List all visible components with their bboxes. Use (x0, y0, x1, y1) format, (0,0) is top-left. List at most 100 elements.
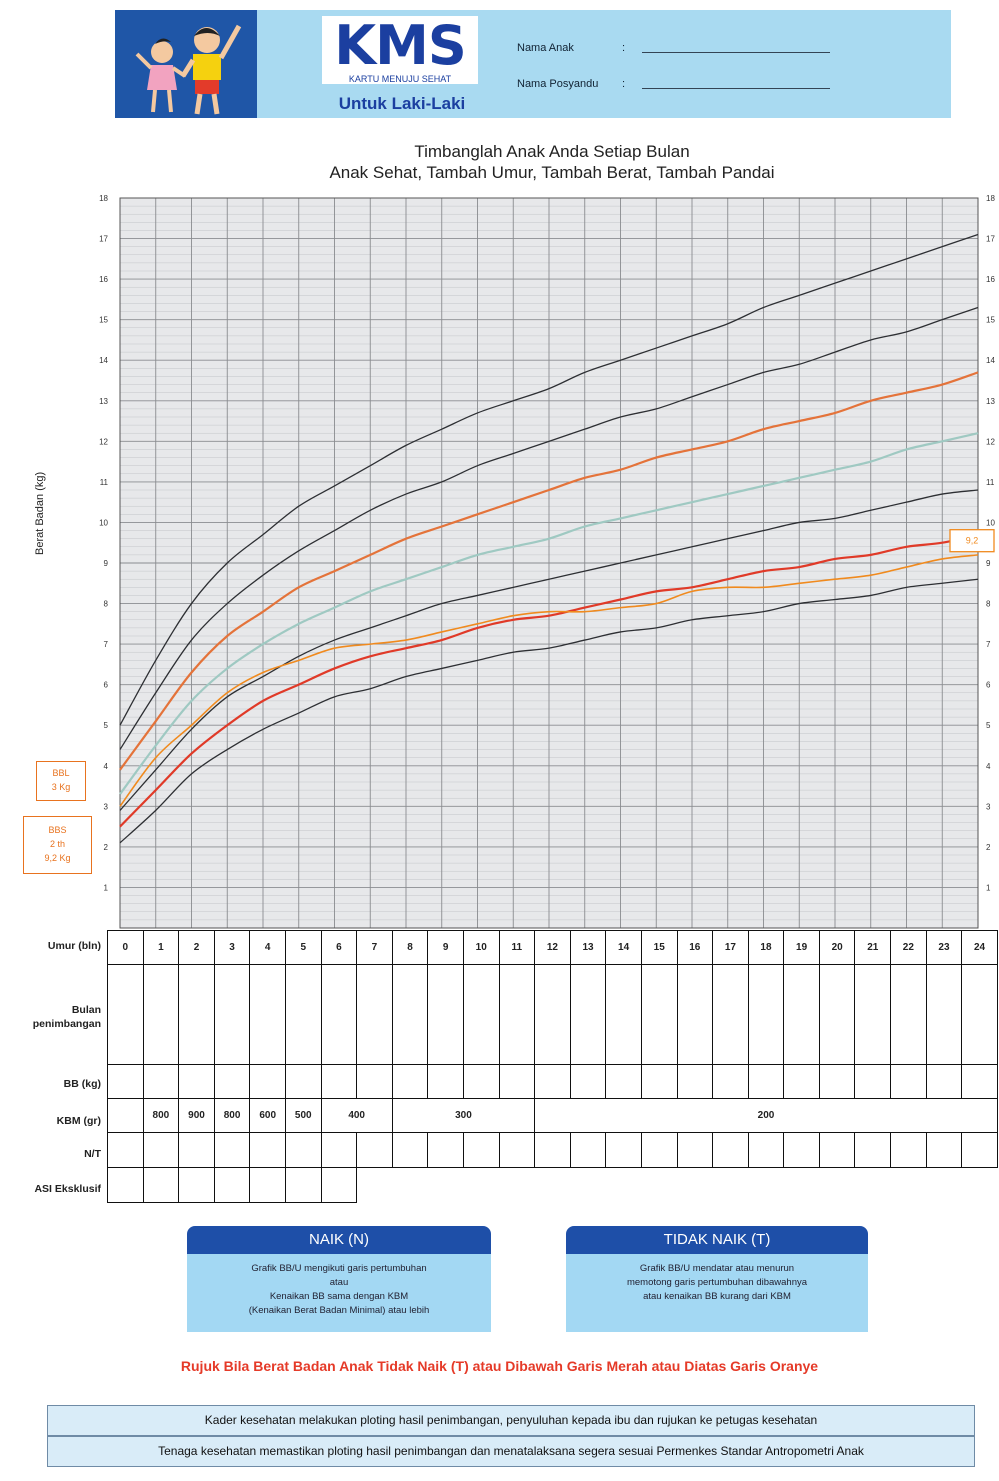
nama-anak-field[interactable]: Nama Anak : (517, 42, 830, 54)
nt-cell[interactable] (640, 1132, 678, 1168)
nt-cell[interactable] (178, 1132, 215, 1168)
bulan-cell[interactable] (854, 964, 892, 1065)
bulan-cell[interactable] (320, 964, 358, 1065)
nt-cell[interactable] (712, 1132, 749, 1168)
asi-cell[interactable] (249, 1167, 286, 1203)
month-cell: 7 (356, 930, 393, 965)
bb-cell[interactable] (142, 1064, 180, 1099)
bulan-cell[interactable] (605, 964, 642, 1065)
nt-cell[interactable] (462, 1132, 500, 1168)
bb-cell[interactable] (925, 1064, 963, 1099)
kms-logo-text: KMS (322, 16, 478, 78)
nt-cell[interactable] (961, 1132, 998, 1168)
naik-text-2: atau (329, 1277, 349, 1288)
bulan-cell[interactable] (818, 964, 856, 1065)
nt-cell[interactable] (498, 1132, 536, 1168)
bulan-cell[interactable] (676, 964, 714, 1065)
month-cell: 6 (320, 930, 358, 965)
bb-cell[interactable] (284, 1064, 322, 1099)
nt-cell[interactable] (854, 1132, 892, 1168)
asi-cell[interactable] (107, 1167, 144, 1203)
nt-cell[interactable] (427, 1132, 464, 1168)
asi-cell[interactable] (178, 1167, 215, 1203)
bulan-cell[interactable] (783, 964, 820, 1065)
nt-cell[interactable] (569, 1132, 607, 1168)
bulan-cell[interactable] (391, 964, 429, 1065)
growth-curve-line-plus3 (119, 233, 979, 726)
bulan-cell[interactable] (747, 964, 785, 1065)
bulan-cell[interactable] (462, 964, 500, 1065)
bb-cell[interactable] (498, 1064, 536, 1099)
bulan-cell[interactable] (640, 964, 678, 1065)
bulan-cell[interactable] (213, 964, 251, 1065)
bulan-cell[interactable] (925, 964, 963, 1065)
nt-cell[interactable] (107, 1132, 144, 1168)
bb-cell[interactable] (854, 1064, 892, 1099)
y-tick-label-right: 13 (986, 397, 995, 406)
bb-cell[interactable] (427, 1064, 464, 1099)
nt-cell[interactable] (534, 1132, 571, 1168)
bb-cell[interactable] (178, 1064, 215, 1099)
asi-cell[interactable] (142, 1167, 180, 1203)
bb-cell[interactable] (676, 1064, 714, 1099)
nt-cell[interactable] (890, 1132, 927, 1168)
bb-cell[interactable] (783, 1064, 820, 1099)
nt-cell[interactable] (783, 1132, 820, 1168)
bb-cell[interactable] (320, 1064, 358, 1099)
nt-cell[interactable] (676, 1132, 714, 1168)
tidak-naik-title: TIDAK NAIK (T) (566, 1226, 868, 1254)
nt-cell[interactable] (142, 1132, 180, 1168)
bb-cell[interactable] (462, 1064, 500, 1099)
bb-cell[interactable] (640, 1064, 678, 1099)
y-tick-label-left: 18 (99, 194, 108, 203)
bb-cell[interactable] (605, 1064, 642, 1099)
nt-cell[interactable] (356, 1132, 393, 1168)
bb-cell[interactable] (818, 1064, 856, 1099)
nt-cell[interactable] (818, 1132, 856, 1168)
bb-cell[interactable] (712, 1064, 749, 1099)
asi-cell[interactable] (320, 1167, 358, 1203)
nama-anak-line[interactable] (642, 52, 830, 53)
bb-cell[interactable] (356, 1064, 393, 1099)
bb-cell[interactable] (213, 1064, 251, 1099)
nt-cell[interactable] (391, 1132, 429, 1168)
nama-posyandu-line[interactable] (642, 88, 830, 89)
asi-cell[interactable] (284, 1167, 322, 1203)
bulan-cell[interactable] (712, 964, 749, 1065)
bulan-cell[interactable] (534, 964, 571, 1065)
nt-cell[interactable] (605, 1132, 642, 1168)
bb-row (107, 1064, 998, 1099)
bulan-cell[interactable] (178, 964, 215, 1065)
asi-row (107, 1167, 998, 1203)
asi-cell[interactable] (213, 1167, 251, 1203)
nt-cell[interactable] (747, 1132, 785, 1168)
bulan-cell[interactable] (284, 964, 322, 1065)
nama-posyandu-field[interactable]: Nama Posyandu : (517, 78, 830, 90)
bb-cell[interactable] (249, 1064, 286, 1099)
bb-cell[interactable] (391, 1064, 429, 1099)
bulan-cell[interactable] (890, 964, 927, 1065)
nt-cell[interactable] (925, 1132, 963, 1168)
bulan-cell[interactable] (142, 964, 180, 1065)
bulan-cell[interactable] (498, 964, 536, 1065)
bulan-cell[interactable] (569, 964, 607, 1065)
bulan-cell[interactable] (107, 964, 144, 1065)
bb-cell[interactable] (107, 1064, 144, 1099)
nt-cell[interactable] (213, 1132, 251, 1168)
bulan-cell[interactable] (249, 964, 286, 1065)
bbs-weight: 9,2 Kg (44, 853, 71, 863)
bb-cell[interactable] (961, 1064, 998, 1099)
plot-frame (119, 197, 979, 929)
bb-cell[interactable] (890, 1064, 927, 1099)
nt-cell[interactable] (249, 1132, 286, 1168)
bb-cell[interactable] (569, 1064, 607, 1099)
nt-cell[interactable] (284, 1132, 322, 1168)
bulan-cell[interactable] (356, 964, 393, 1065)
bb-cell[interactable] (747, 1064, 785, 1099)
kbm-cell: 900 (178, 1098, 215, 1133)
bulan-cell[interactable] (961, 964, 998, 1065)
bulan-cell[interactable] (427, 964, 464, 1065)
nt-cell[interactable] (320, 1132, 358, 1168)
month-cell: 16 (676, 930, 714, 965)
bb-cell[interactable] (534, 1064, 571, 1099)
